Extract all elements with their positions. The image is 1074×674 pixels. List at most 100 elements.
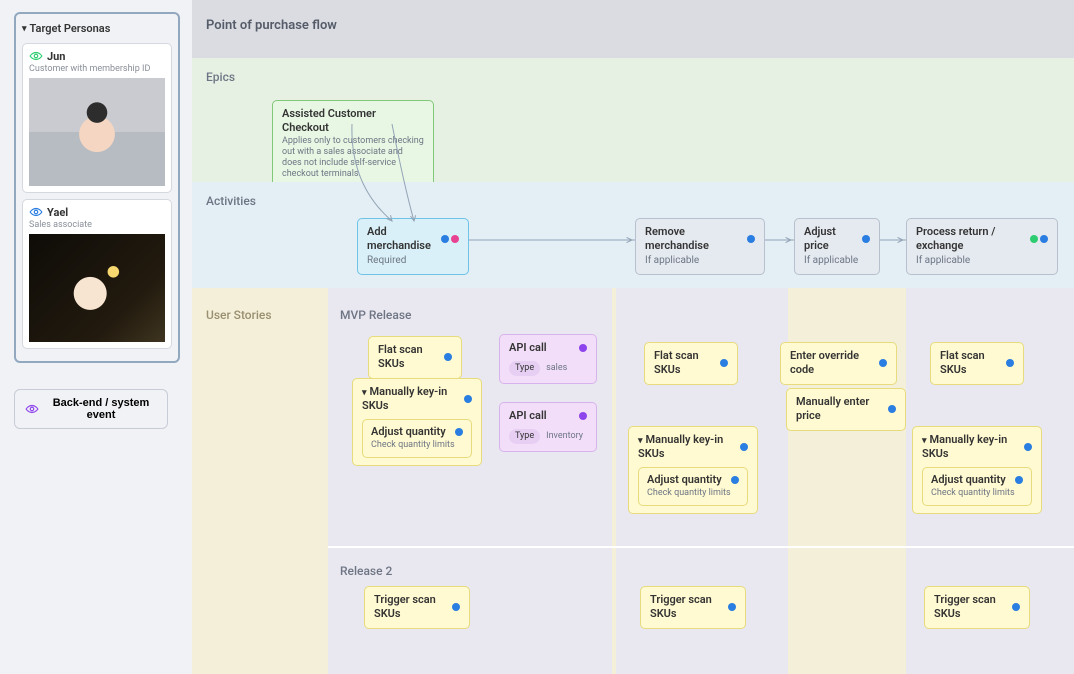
story-card-nested[interactable]: Adjust quantityCheck quantity limits	[362, 419, 472, 458]
story-card-nested[interactable]: Adjust quantityCheck quantity limits	[922, 467, 1032, 506]
story-group-title: ▾Manually key-in SKUs	[638, 433, 732, 461]
story-title: Flat scan SKUs	[378, 343, 436, 371]
activities-row-title: Activities	[206, 194, 256, 208]
persona-card-jun[interactable]: JunCustomer with membership ID	[22, 43, 172, 193]
persona-dots	[740, 443, 748, 451]
persona-photo	[29, 234, 165, 342]
epic-desc: Applies only to customers checking out w…	[282, 136, 424, 181]
persona-subtitle: Customer with membership ID	[29, 64, 165, 74]
story-card-group[interactable]: ▾Manually key-in SKUs Adjust quantityChec…	[912, 426, 1042, 514]
persona-dots	[731, 476, 739, 484]
release-label: MVP Release	[340, 308, 411, 322]
activity-title: Process return / exchange	[916, 225, 1022, 253]
persona-name: Jun	[47, 50, 65, 63]
persona-dots	[862, 235, 870, 243]
api-type-chip: TypeInventory	[509, 429, 583, 444]
epic-title: Assisted Customer Checkout	[282, 107, 424, 135]
story-card[interactable]: Manually enter price	[786, 388, 906, 431]
activity-title: Remove merchandise	[645, 225, 739, 253]
epics-row-title: Epics	[206, 70, 235, 84]
nested-title: Adjust quantity	[647, 473, 722, 487]
persona-dots	[579, 344, 587, 352]
story-card-nested[interactable]: Adjust quantityCheck quantity limits	[638, 467, 748, 506]
row-epics[interactable]: Epics Assisted Customer Checkout Applies…	[192, 58, 1074, 182]
persona-dots	[1006, 359, 1014, 367]
row-activities[interactable]: Activities Add merchandise Required Remove…	[192, 182, 1074, 288]
story-title: Trigger scan SKUs	[650, 593, 720, 621]
persona-dots	[720, 359, 728, 367]
nested-subtitle: Check quantity limits	[371, 440, 463, 451]
story-card-group[interactable]: ▾Manually key-in SKUs Adjust quantityChec…	[352, 378, 482, 466]
story-group-title: ▾Manually key-in SKUs	[362, 385, 456, 413]
row-header: Point of purchase flow	[192, 0, 1074, 58]
stories-row-title: User Stories	[206, 308, 272, 322]
api-title: API call	[509, 409, 547, 423]
persona-dots	[441, 235, 459, 243]
personas-panel[interactable]: ▾ Target Personas JunCustomer with membe…	[14, 12, 180, 363]
story-card[interactable]: Flat scan SKUs	[930, 342, 1024, 385]
nested-title: Adjust quantity	[931, 473, 1006, 487]
activity-title: Adjust price	[804, 225, 854, 253]
story-card-group[interactable]: ▾Manually key-in SKUs Adjust quantityChec…	[628, 426, 758, 514]
story-card[interactable]: Flat scan SKUs	[644, 342, 738, 385]
story-card[interactable]: Flat scan SKUs	[368, 336, 462, 379]
eye-icon	[29, 49, 43, 63]
chevron-down-icon: ▾	[638, 436, 643, 446]
epic-card[interactable]: Assisted Customer Checkout Applies only …	[272, 100, 434, 189]
backend-button-label: Back-end / system event	[45, 397, 157, 421]
story-card[interactable]: Trigger scan SKUs	[364, 586, 470, 629]
story-group-title: ▾Manually key-in SKUs	[922, 433, 1016, 461]
personas-panel-title[interactable]: ▾ Target Personas	[20, 20, 174, 39]
persona-subtitle: Sales associate	[29, 220, 165, 230]
api-type-chip: Typesales	[509, 361, 567, 376]
sidebar: ▾ Target Personas JunCustomer with membe…	[0, 0, 192, 674]
persona-dots	[879, 359, 887, 367]
story-card[interactable]: Enter override code	[780, 342, 897, 385]
api-card[interactable]: API call TypeInventory	[499, 402, 597, 452]
chevron-down-icon: ▾	[922, 436, 927, 446]
row-user-stories[interactable]: User Stories MVP Release Flat scan SKUs AP…	[192, 288, 1074, 674]
activity-title: Add merchandise	[367, 225, 433, 253]
persona-dots	[1030, 235, 1048, 243]
persona-dots	[464, 395, 472, 403]
persona-photo	[29, 78, 165, 186]
chevron-down-icon: ▾	[362, 388, 367, 398]
release-divider	[328, 546, 1074, 548]
persona-name: Yael	[47, 206, 68, 219]
story-title: Trigger scan SKUs	[374, 593, 444, 621]
story-title: Flat scan SKUs	[654, 349, 712, 377]
activity-subtitle: If applicable	[804, 255, 870, 268]
flow-title: Point of purchase flow	[206, 18, 337, 33]
personas-panel-label: Target Personas	[30, 22, 111, 35]
api-title: API call	[509, 341, 547, 355]
activity-subtitle: Required	[367, 255, 459, 268]
story-card[interactable]: Trigger scan SKUs	[640, 586, 746, 629]
activity-card-price[interactable]: Adjust price If applicable	[794, 218, 880, 275]
story-title: Trigger scan SKUs	[934, 593, 1004, 621]
persona-dots	[452, 603, 460, 611]
nested-title: Adjust quantity	[371, 425, 446, 439]
activity-card-add[interactable]: Add merchandise Required	[357, 218, 469, 275]
persona-card-yael[interactable]: YaelSales associate	[22, 199, 172, 349]
activity-subtitle: If applicable	[916, 255, 1048, 268]
activity-subtitle: If applicable	[645, 255, 755, 268]
persona-dots	[1015, 476, 1023, 484]
api-card[interactable]: API call Typesales	[499, 334, 597, 384]
persona-dots	[1024, 443, 1032, 451]
persona-dots	[444, 353, 452, 361]
release-label: Release 2	[340, 564, 392, 578]
persona-dots	[888, 405, 896, 413]
activity-card-remove[interactable]: Remove merchandise If applicable	[635, 218, 765, 275]
story-title: Enter override code	[790, 349, 871, 377]
persona-dots	[747, 235, 755, 243]
nested-subtitle: Check quantity limits	[931, 488, 1023, 499]
persona-dots	[728, 603, 736, 611]
story-card[interactable]: Trigger scan SKUs	[924, 586, 1030, 629]
story-title: Manually enter price	[796, 395, 880, 423]
persona-dots	[579, 412, 587, 420]
activity-card-return[interactable]: Process return / exchange If applicable	[906, 218, 1058, 275]
eye-icon	[25, 402, 39, 416]
story-map-canvas[interactable]: Point of purchase flow Epics Assisted Cu…	[192, 0, 1074, 674]
chevron-down-icon: ▾	[22, 24, 27, 34]
backend-system-event-button[interactable]: Back-end / system event	[14, 389, 168, 429]
